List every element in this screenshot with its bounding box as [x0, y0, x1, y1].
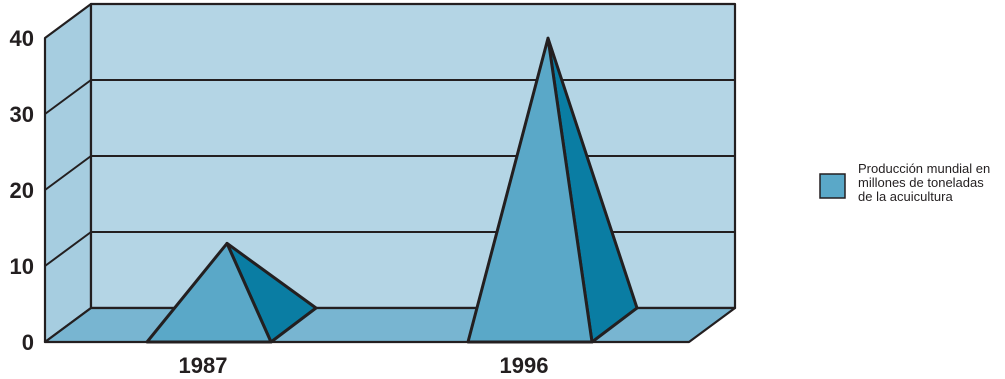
- legend-line-3: de la acuicultura: [858, 189, 953, 204]
- gridline-side: [44, 155, 92, 191]
- legend-line-1: Producción mundial en: [858, 161, 990, 176]
- pyramid-front-face: [466, 36, 594, 344]
- x-tick-label: 1996: [500, 353, 549, 378]
- y-tick-label: 40: [10, 26, 34, 51]
- pyramid-marks: [145, 36, 639, 344]
- y-tick-label: 0: [22, 330, 34, 355]
- y-tick-label: 30: [10, 102, 34, 127]
- y-tick-label: 20: [10, 178, 34, 203]
- pyramid-1996: [466, 36, 639, 344]
- pyramid-1987: [145, 241, 318, 344]
- x-tick-label: 1987: [179, 353, 228, 378]
- gridline-side: [44, 79, 92, 115]
- legend-swatch: [819, 173, 846, 199]
- gridline-side: [44, 231, 92, 267]
- y-axis-ticks: 0 10 20 30 40: [10, 26, 34, 355]
- gridlines: [44, 79, 735, 267]
- x-axis-labels: 1987 1996: [179, 353, 549, 378]
- legend: Producción mundial en millones de tonela…: [819, 161, 990, 204]
- y-tick-label: 10: [10, 254, 34, 279]
- legend-line-2: millones de toneladas: [858, 175, 984, 190]
- pyramid-front-face: [145, 241, 273, 344]
